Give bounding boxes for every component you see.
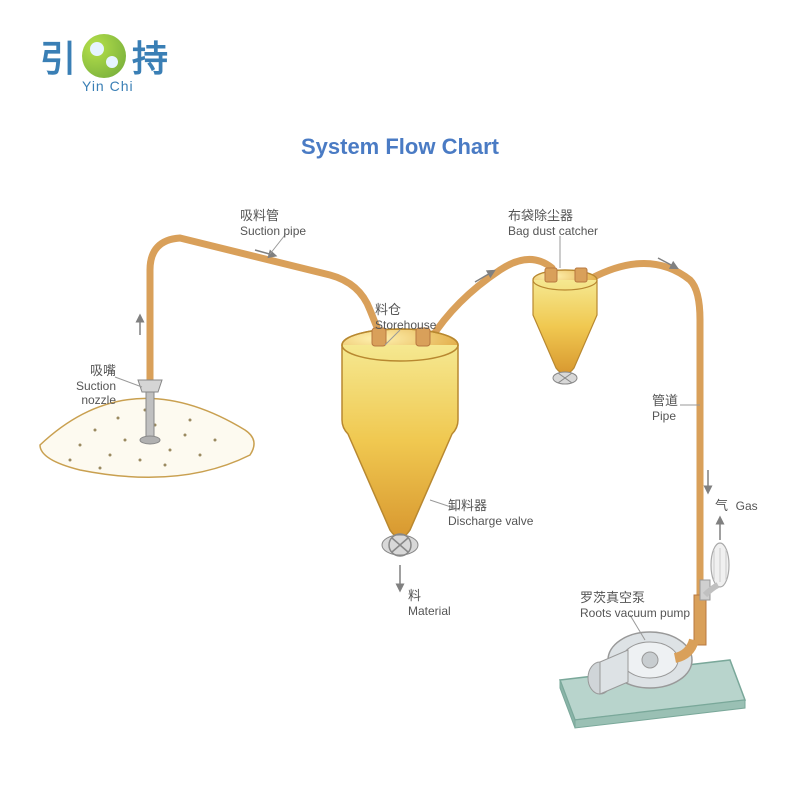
storehouse-vessel [342,328,458,556]
label-suction-nozzle: 吸嘴 Suction nozzle [38,363,116,407]
label-gas: 气 Gas [715,498,758,514]
label-storehouse: 料仓 Storehouse [375,302,436,332]
label-discharge: 卸料器 Discharge valve [448,498,533,528]
label-pipe: 管道 Pipe [652,393,678,423]
roots-vacuum-pump [560,543,745,728]
label-suction-pipe: 吸料管 Suction pipe [240,208,306,238]
bagdust-to-pump-pipe [592,263,700,595]
label-pump: 罗茨真空泵 Roots vacuum pump [580,590,690,620]
diagram-canvas: 引 持 Yin Chi System Flow Chart [0,0,800,800]
flow-diagram-svg [0,0,800,800]
label-bag-dust: 布袋除尘器 Bag dust catcher [508,208,598,238]
bag-dust-catcher [533,268,597,384]
label-material: 料 Material [408,588,451,618]
